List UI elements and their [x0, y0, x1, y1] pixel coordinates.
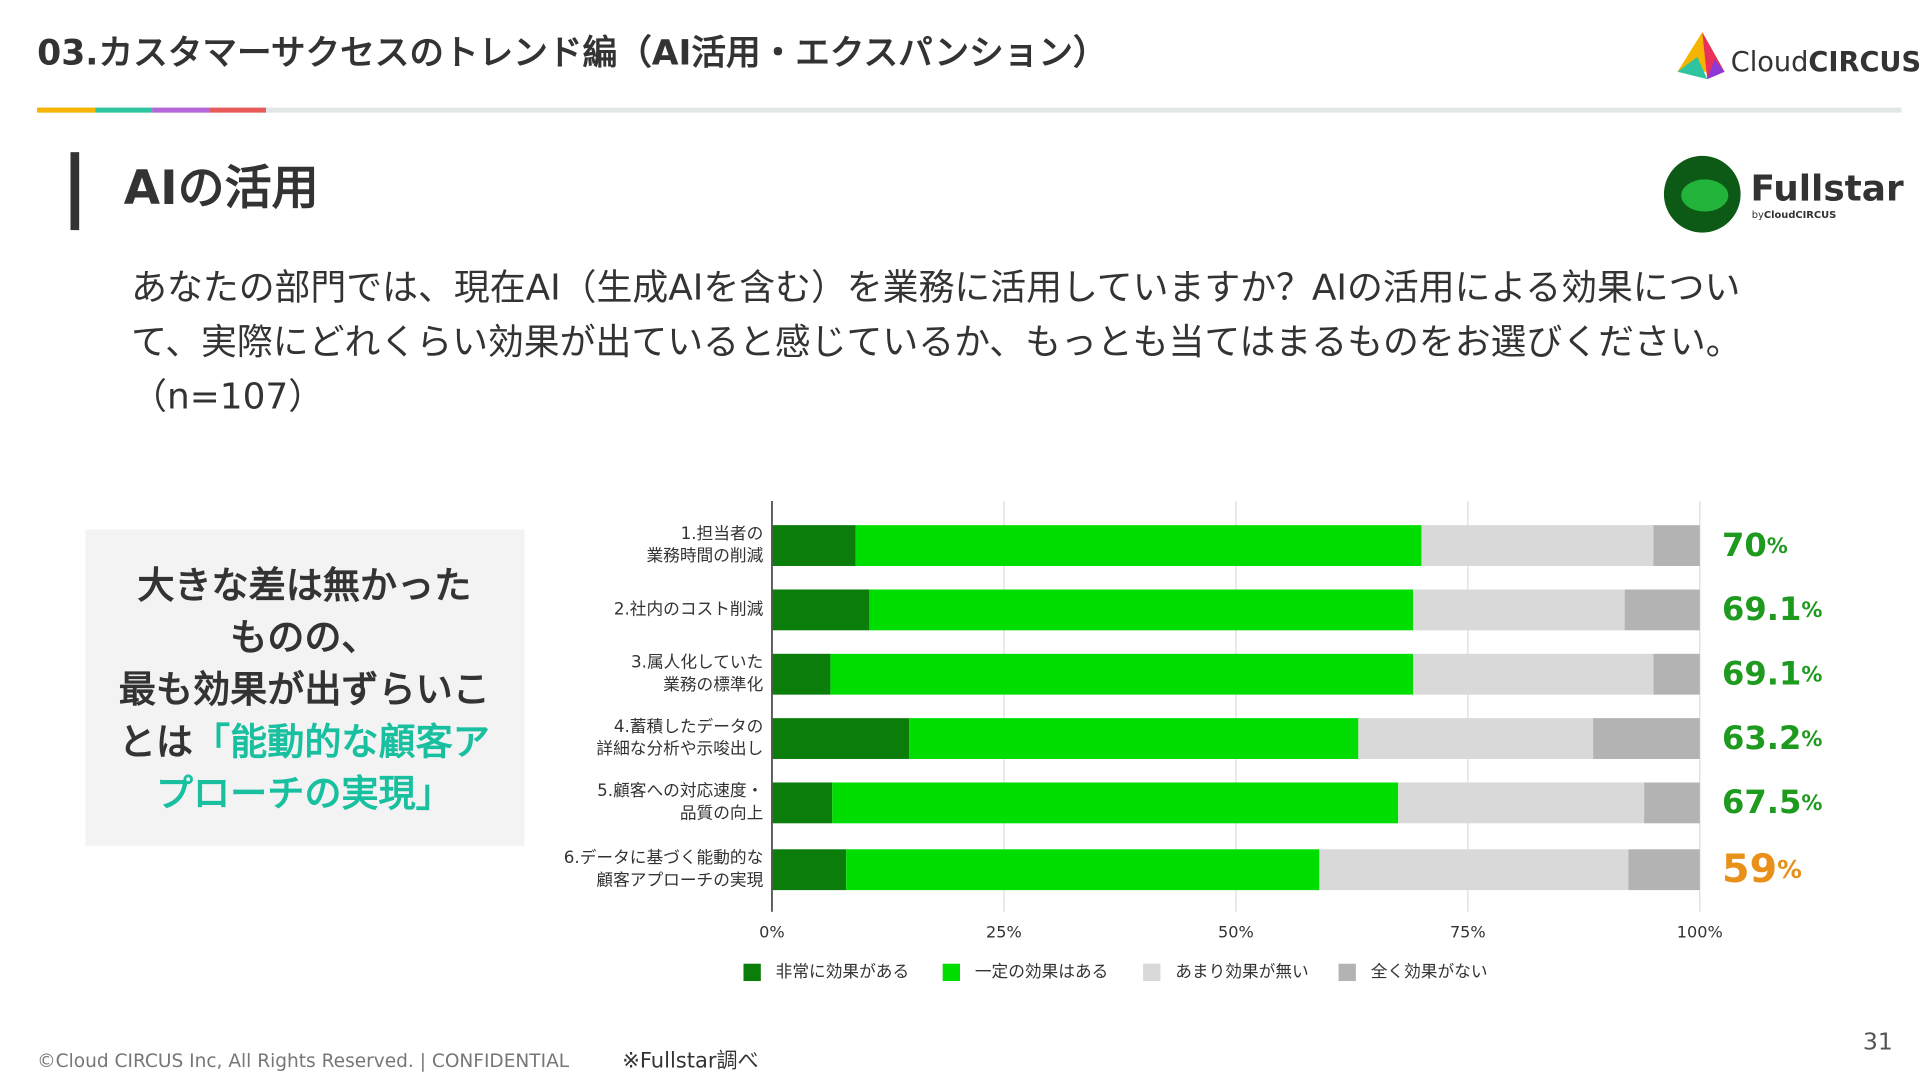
bar-segment [1358, 718, 1594, 759]
logo-sub: CloudCIRCUS [1764, 210, 1836, 221]
bar-segment [771, 525, 856, 566]
total-label: 63.2% [1722, 719, 1822, 757]
y-tick-label: 業務時間の削減 [646, 545, 763, 565]
bar-segment [1421, 525, 1654, 566]
total-label: 67.5% [1722, 783, 1822, 821]
bar-segment [1593, 718, 1700, 759]
cloudcircus-logo: CloudCIRCUS [1677, 32, 1920, 80]
y-tick-label: 詳細な分析や示唆出し [596, 738, 763, 758]
x-tick-label: 100% [1677, 922, 1723, 941]
bar-segment [869, 589, 1414, 631]
bar-segment [1319, 849, 1629, 891]
bar-segment [1398, 782, 1645, 824]
y-tick-label: 品質の向上 [680, 803, 763, 823]
logo-bold: CIRCUS [1808, 47, 1920, 78]
y-tick-label: 顧客アプローチの実現 [596, 869, 763, 889]
total-value: 69.1 [1722, 654, 1801, 692]
legend-label: 全く効果がない [1371, 961, 1488, 981]
y-tick-label: 3.属人化していた [631, 652, 763, 672]
bar-segment [830, 653, 1414, 695]
bar-segment [1644, 782, 1700, 824]
legend-swatch [743, 963, 761, 982]
total-unit: % [1767, 533, 1788, 558]
page-number: 31 [1863, 1027, 1893, 1055]
callout-line: ものの、 [230, 616, 378, 659]
total-value: 63.2 [1722, 719, 1801, 757]
total-value: 67.5 [1722, 783, 1801, 821]
total-unit: % [1777, 855, 1802, 884]
bar-segment [846, 849, 1320, 891]
x-tick-label: 25% [986, 922, 1022, 941]
source-note: ※Fullstar調べ [622, 1047, 758, 1072]
y-tick-label: 1.担当者の [681, 523, 764, 543]
bar-segment [1653, 653, 1700, 695]
total-label: 69.1% [1722, 654, 1822, 692]
bar-segment [771, 849, 847, 891]
callout-line: とは「能動的な顧客ア [119, 720, 490, 763]
total-unit: % [1801, 726, 1822, 751]
legend-label: 一定の効果はある [975, 961, 1109, 981]
y-tick-label: 5.顧客への対応速度・ [597, 780, 763, 800]
x-tick-label: 75% [1450, 922, 1486, 941]
total-label: 69.1% [1722, 590, 1822, 628]
bar-segment [832, 782, 1399, 824]
question-line: （n=107） [131, 376, 324, 417]
bar-segment [909, 718, 1359, 759]
bar-segment [1413, 653, 1654, 695]
bar-segment [1413, 589, 1625, 631]
total-label: 70% [1722, 526, 1788, 564]
total-label: 59% [1722, 845, 1802, 891]
callout: 大きな差は無かった ものの、 最も効果が出ずらいこ とは「能動的な顧客ア プロー… [119, 564, 490, 815]
total-unit: % [1801, 597, 1822, 622]
logo-name: Fullstar [1751, 169, 1905, 210]
bar-segment [771, 589, 870, 631]
total-unit: % [1801, 661, 1822, 686]
legend-swatch [1143, 963, 1161, 982]
logo-by: byCloudCIRCUS [1752, 210, 1837, 221]
y-tick-label: 6.データに基づく能動的な [564, 847, 763, 867]
total-value: 70 [1722, 526, 1767, 564]
y-tick-label: 業務の標準化 [663, 674, 763, 694]
x-tick-label: 50% [1218, 922, 1254, 941]
legend-label: 非常に効果がある [776, 961, 909, 981]
logo-light: Cloud [1731, 47, 1809, 78]
header-title: 03.カスタマーサクセスのトレンド編（AI活用・エクスパンション） [37, 33, 1108, 73]
legend-swatch [942, 963, 960, 982]
y-tick-label: 4.蓄積したデータの [614, 716, 763, 736]
bar-segment [1628, 849, 1700, 891]
copyright: ©Cloud CIRCUS Inc, All Rights Reserved. … [37, 1051, 570, 1072]
bar-segment [855, 525, 1422, 566]
bar-segment [1624, 589, 1700, 631]
logo-shape [1707, 59, 1725, 80]
legend-swatch [1338, 963, 1356, 982]
total-unit: % [1801, 790, 1822, 815]
callout-box [85, 529, 525, 847]
callout-line: 大きな差は無かった [137, 564, 471, 607]
callout-highlight: 「能動的な顧客ア [193, 720, 490, 763]
x-tick-label: 0% [759, 922, 785, 941]
total-value: 69.1 [1722, 590, 1801, 628]
legend-label: あまり効果が無い [1175, 961, 1309, 981]
section-marker [70, 152, 80, 231]
logo-turtle [1681, 179, 1729, 212]
fullstar-logo: Fullstar byCloudCIRCUS [1663, 155, 1905, 233]
question-line: あなたの部門では、現在AI（生成AIを含む）を業務に活用していますか？AIの活用… [131, 267, 1740, 308]
section-title: AIの活用 [124, 161, 319, 216]
callout-line: 最も効果が出ずらいこ [119, 668, 490, 711]
bar-segment [771, 782, 833, 824]
callout-text: とは [119, 720, 193, 763]
bar-segment [1653, 525, 1700, 566]
logo-by-word: by [1752, 210, 1764, 221]
logo-text: CloudCIRCUS [1731, 47, 1920, 78]
bar-segment [771, 718, 910, 759]
callout-highlight: プローチの実現」 [156, 772, 453, 815]
y-tick-label: 2.社内のコスト削減 [614, 598, 764, 618]
question-line: て、実際にどれくらい効果が出ていると感じているか、もっとも当てはまるものをお選び… [131, 322, 1741, 363]
total-value: 59 [1722, 845, 1777, 891]
bar-segment [771, 653, 831, 695]
